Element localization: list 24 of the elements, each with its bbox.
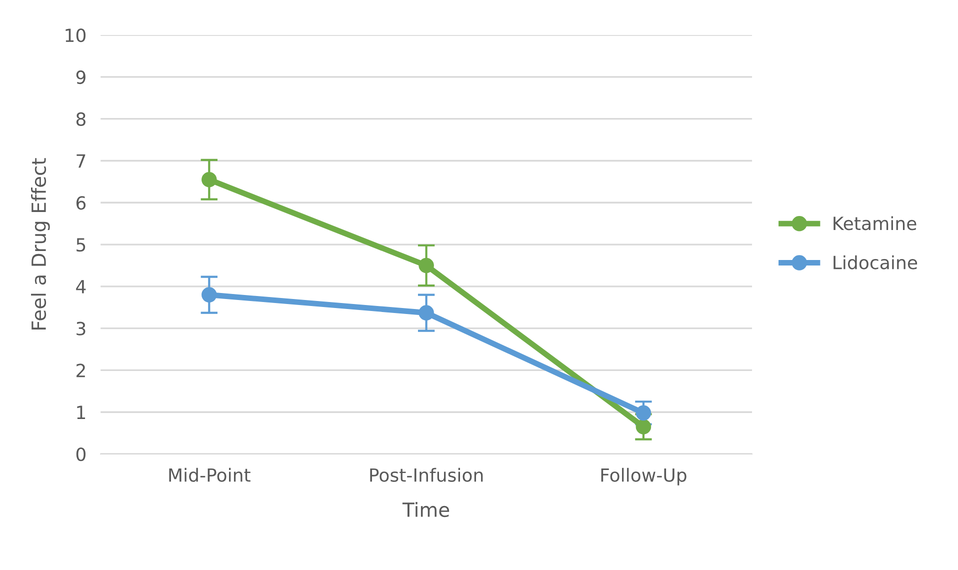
- y-axis-title: Feel a Drug Effect: [31, 158, 50, 330]
- y-tick-label: 6: [76, 196, 86, 210]
- y-tick-label: 9: [76, 70, 86, 84]
- y-tick-label: 8: [76, 112, 86, 126]
- point: [418, 305, 434, 320]
- point: [636, 405, 652, 421]
- y-tick-label: 1: [77, 406, 86, 419]
- y-tick-label: 3: [76, 322, 86, 336]
- x-tick-label: Follow-Up: [601, 468, 686, 486]
- legend-label: Ketamine: [834, 216, 916, 230]
- y-tick-label: 7: [76, 154, 86, 168]
- y-tick-label: 5: [76, 238, 86, 252]
- y-tick-label: 4: [76, 280, 86, 294]
- x-axis-title: Time: [402, 502, 450, 518]
- point: [202, 172, 217, 188]
- legend-label: Lidocaine: [834, 255, 918, 270]
- y-tick-label: 0: [76, 447, 86, 462]
- y-tick-label: 2: [76, 364, 85, 378]
- point: [636, 419, 652, 434]
- x-tick-label: Mid-Point: [169, 468, 250, 482]
- point: [202, 287, 217, 302]
- x-tick-label: Post-Infusion: [370, 468, 483, 482]
- point: [418, 258, 434, 274]
- y-tick-label: 10: [66, 28, 86, 42]
